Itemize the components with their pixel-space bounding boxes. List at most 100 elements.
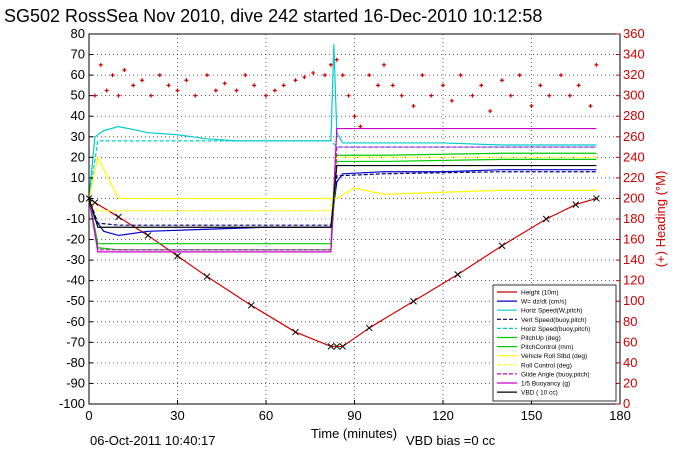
chart-title: SG502 RossSea Nov 2010, dive 242 started… xyxy=(4,6,542,26)
heading-point xyxy=(213,88,218,93)
y-right-tick-label: 140 xyxy=(623,252,645,267)
heading-point xyxy=(429,93,434,98)
height-marker xyxy=(292,328,299,336)
heading-point xyxy=(184,78,189,83)
y-tick-labels: 80 70 60 50 40 30 20 10 0 -10 -20 -30 -40 -50 -60 -70 -8… xyxy=(59,26,93,411)
legend-label: Roll Control (deg) xyxy=(521,362,572,369)
heading-point xyxy=(458,73,463,78)
y-right-tick-label: 220 xyxy=(623,170,645,185)
y-tick-label: -20 xyxy=(66,232,85,247)
y-tick-label: 10 xyxy=(71,170,85,185)
height-marker xyxy=(339,343,347,350)
y-right-tick-label: 200 xyxy=(623,190,645,205)
heading-point xyxy=(110,73,115,78)
height-marker xyxy=(333,343,341,350)
heading-point xyxy=(479,83,484,88)
y-right-tick-label: 100 xyxy=(623,293,645,308)
x-tick-label: 60 xyxy=(259,408,273,423)
heading-point xyxy=(340,73,345,78)
heading-point xyxy=(411,103,416,108)
heading-point xyxy=(281,83,286,88)
y-tick-label: -50 xyxy=(66,293,85,308)
legend-label: Horiz Speed(W,pitch) xyxy=(521,308,582,315)
heading-point xyxy=(517,73,522,78)
height-marker xyxy=(174,252,181,260)
height-marker xyxy=(203,273,211,280)
heading-point xyxy=(588,103,593,108)
height-marker xyxy=(115,213,122,221)
heading-point xyxy=(547,93,552,98)
heading-point xyxy=(131,83,136,88)
heading-point xyxy=(175,88,180,93)
heading-point xyxy=(122,67,127,72)
y-right-tick-label: 60 xyxy=(623,334,637,349)
height-marker xyxy=(365,324,373,332)
heading-point xyxy=(243,73,248,78)
heading-point xyxy=(92,93,97,98)
legend-label: Vert Speed(buoy,pitch) xyxy=(521,317,587,324)
height-marker xyxy=(593,195,600,202)
y-right-tick-label: 360 xyxy=(623,26,645,41)
heading-point xyxy=(441,83,445,88)
heading-point xyxy=(500,78,504,83)
heading-point xyxy=(193,93,198,98)
heading-point xyxy=(559,73,563,78)
x-tick-label: 120 xyxy=(432,408,454,423)
y-right-tick-label: 80 xyxy=(623,314,637,329)
footer-date: 06-Oct-2011 10:40:17 xyxy=(90,433,216,448)
heading-point xyxy=(529,103,534,108)
x-axis-label: Time (minutes) xyxy=(311,426,397,441)
heading-point xyxy=(293,78,298,83)
y-right-tick-label: 40 xyxy=(623,355,637,370)
x-tick-label: 180 xyxy=(609,408,631,423)
heading-point xyxy=(488,109,493,114)
heading-series xyxy=(92,57,599,129)
heading-point xyxy=(98,62,103,67)
heading-point xyxy=(508,93,513,98)
height-marker xyxy=(247,301,255,309)
heading-point xyxy=(140,78,145,83)
heading-point xyxy=(390,83,395,88)
series-line xyxy=(88,156,597,212)
heading-point xyxy=(382,62,386,67)
series-layer xyxy=(85,44,600,350)
y-right-tick-label: 20 xyxy=(623,375,637,390)
y-right-tick-label: 260 xyxy=(623,129,645,144)
heading-point xyxy=(346,93,351,98)
y-tick-label: -70 xyxy=(66,334,85,349)
heading-point xyxy=(449,98,454,103)
legend-label: PitchControl (mm) xyxy=(521,344,573,351)
heading-point xyxy=(252,83,257,88)
heading-point xyxy=(272,88,277,93)
heading-point xyxy=(420,73,425,78)
heading-point xyxy=(567,93,572,98)
legend-box xyxy=(492,284,617,402)
heading-point xyxy=(311,71,316,76)
heading-point xyxy=(376,83,381,88)
series-line xyxy=(88,127,597,253)
y-tick-label: -100 xyxy=(59,396,85,411)
y-right-tick-label: 180 xyxy=(623,211,645,226)
y-tick-label: -10 xyxy=(66,211,85,226)
heading-point xyxy=(358,124,363,129)
heading-point xyxy=(166,83,171,88)
x-tick-label: 30 xyxy=(170,408,184,423)
x-tick-labels: 0 30 60 90 120 150 180 xyxy=(85,400,631,423)
heading-point xyxy=(205,73,209,78)
heading-point xyxy=(323,73,327,78)
heading-point xyxy=(116,93,121,98)
heading-point xyxy=(538,83,543,88)
heading-point xyxy=(367,73,372,78)
x-tick-label: 0 xyxy=(85,408,92,423)
series-line xyxy=(88,140,597,199)
y-tick-label: -40 xyxy=(66,273,85,288)
series-line xyxy=(88,164,597,228)
height-marker xyxy=(91,199,99,206)
heading-point xyxy=(576,83,581,88)
legend-label: VBD ( 10 cc) xyxy=(521,390,558,397)
y-tick-label: -30 xyxy=(66,252,85,267)
legend-label: W= dz/dt (cm/s) xyxy=(521,299,567,306)
heading-point xyxy=(470,93,475,98)
legend-label: Vehicle Roll Stbd (deg) xyxy=(521,353,587,360)
y-right-tick-label: 240 xyxy=(623,149,645,164)
